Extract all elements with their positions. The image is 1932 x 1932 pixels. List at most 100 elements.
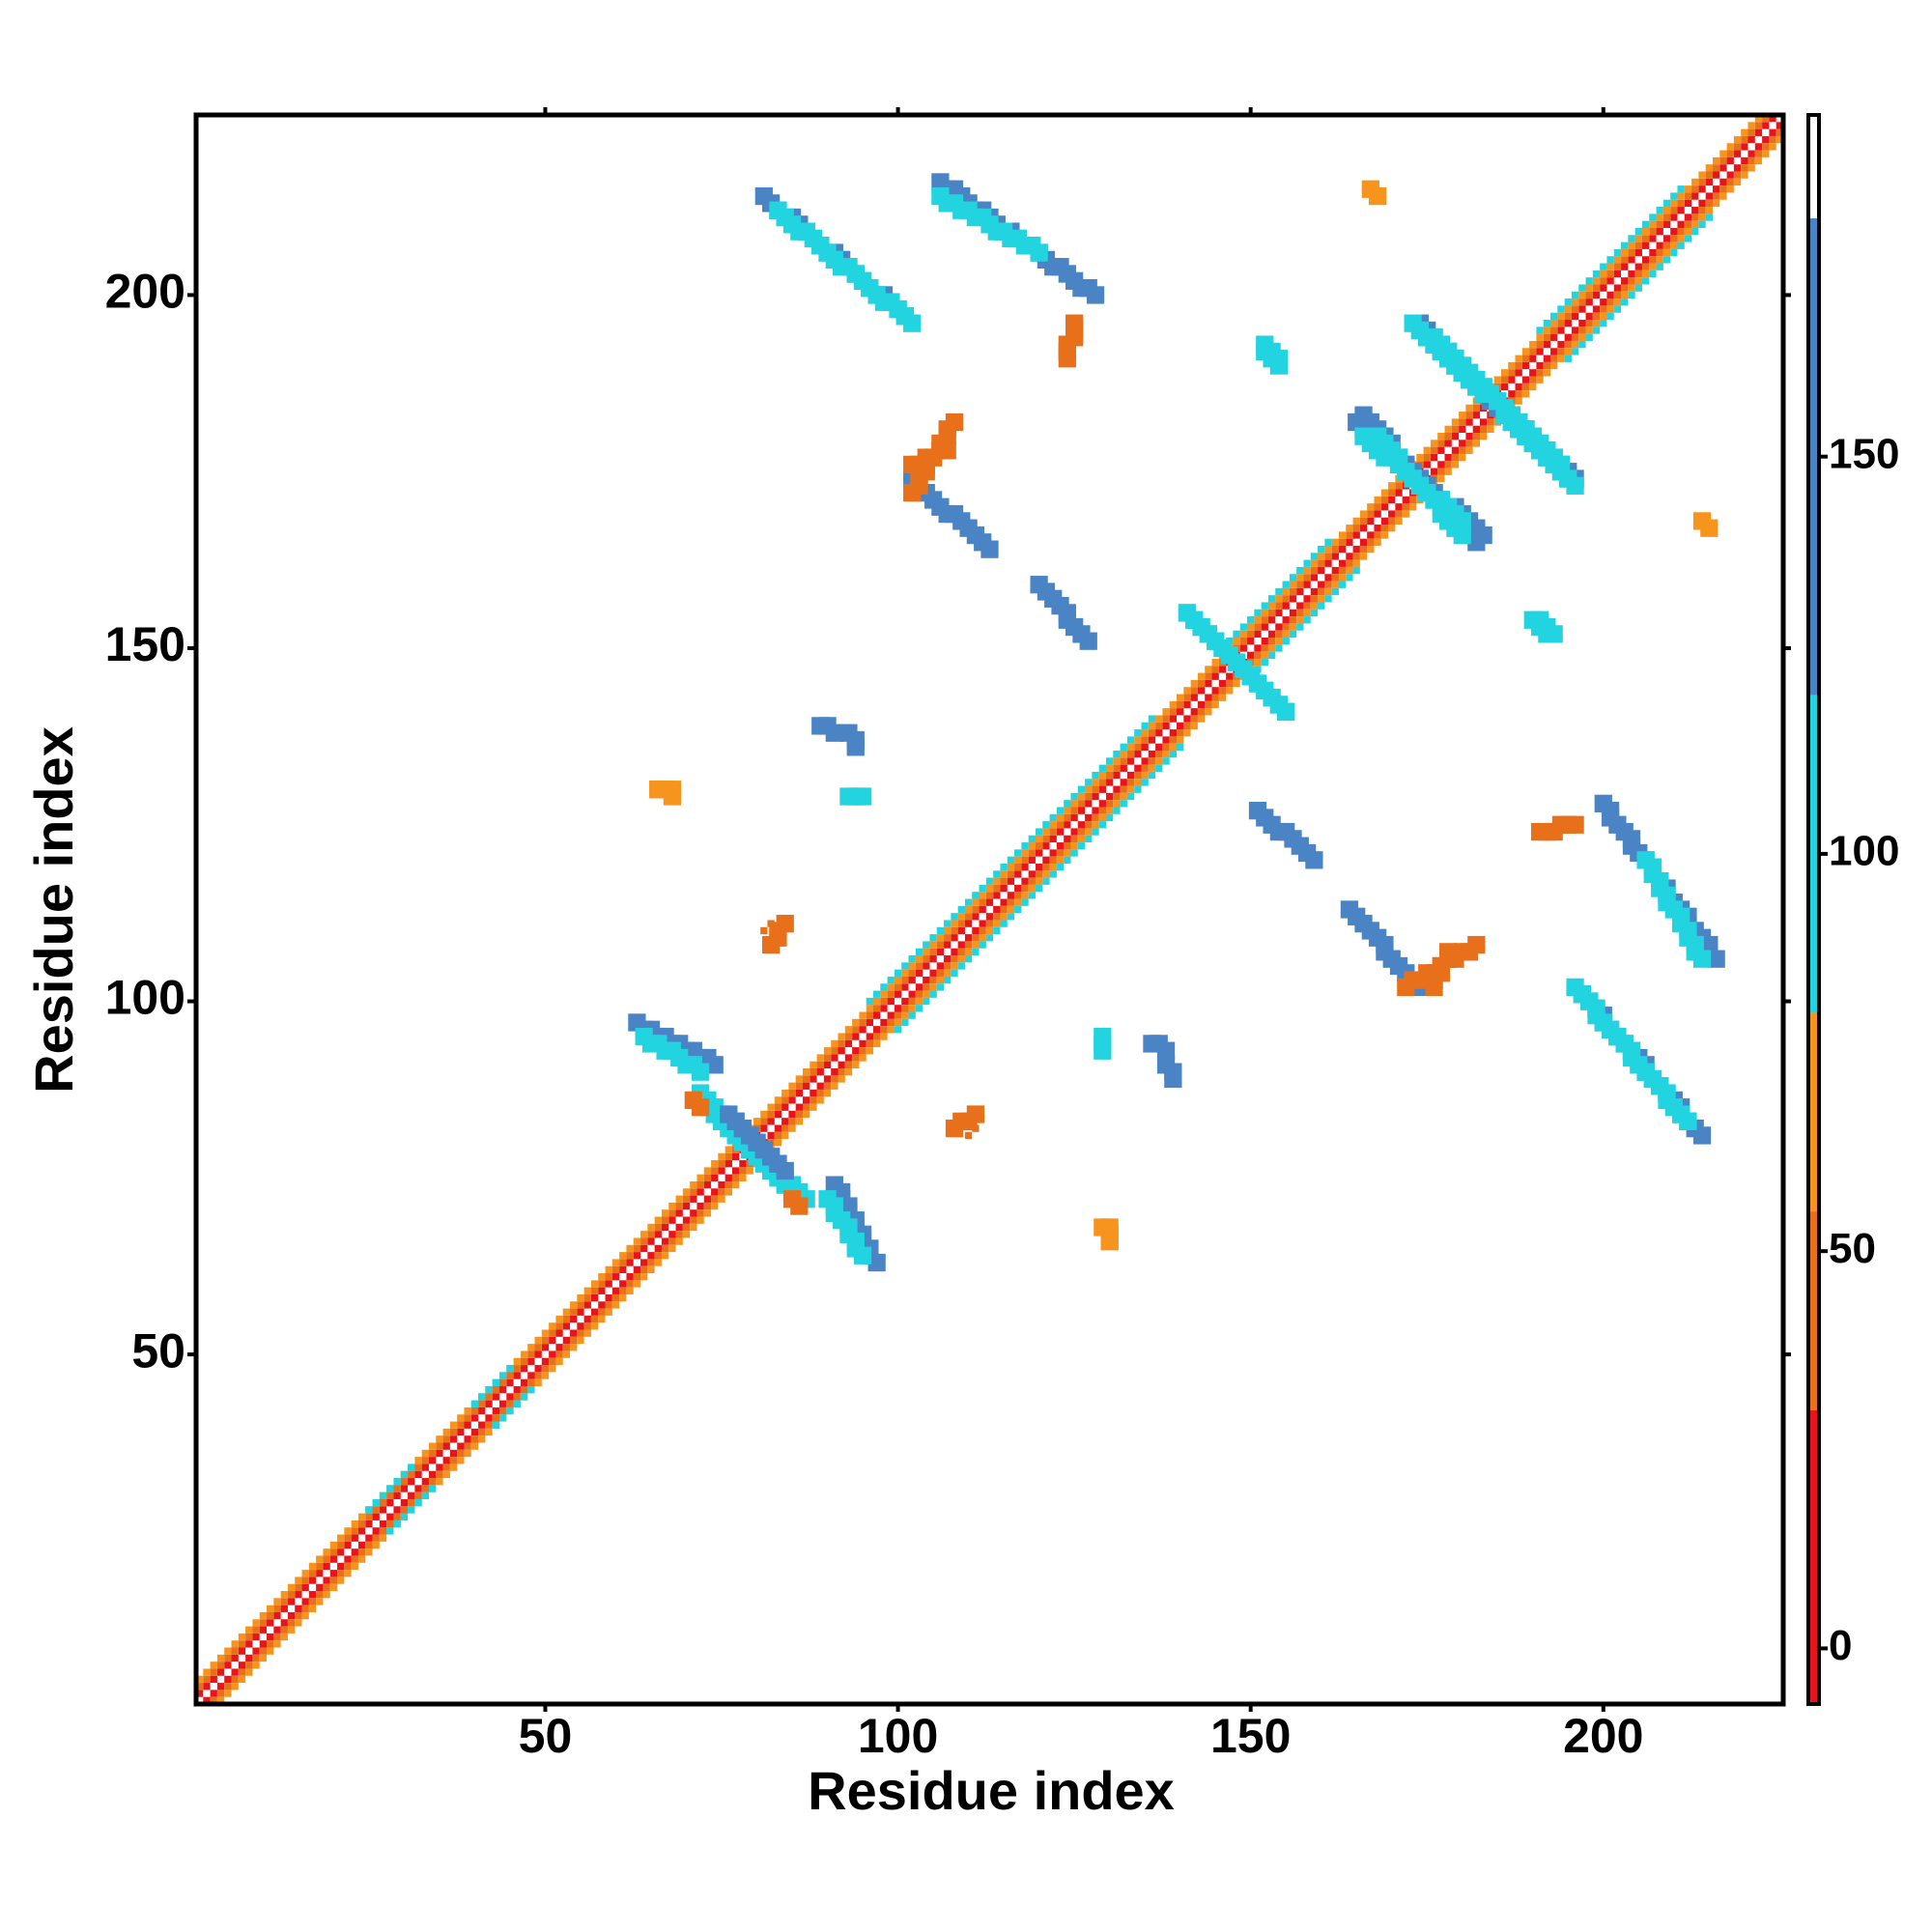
heatmap-cell bbox=[724, 1146, 732, 1153]
heatmap-cell bbox=[478, 1400, 486, 1407]
heatmap-cell bbox=[549, 1365, 556, 1373]
heatmap-cell bbox=[1190, 708, 1198, 716]
heatmap-cell bbox=[1557, 305, 1565, 313]
heatmap-cell bbox=[831, 1075, 838, 1083]
heatmap-cell bbox=[823, 1047, 832, 1055]
heatmap-cell bbox=[534, 1372, 542, 1379]
heatmap-cell bbox=[1331, 553, 1339, 560]
heatmap-cell bbox=[1367, 538, 1375, 546]
heatmap-cell bbox=[1480, 418, 1488, 426]
heatmap-cell bbox=[527, 1350, 535, 1358]
heatmap-cell bbox=[577, 1329, 584, 1337]
heatmap-cell bbox=[436, 1442, 443, 1450]
heatmap-cell bbox=[640, 1273, 648, 1281]
heatmap-cell bbox=[1105, 757, 1114, 765]
heatmap-cell bbox=[901, 997, 909, 1006]
heatmap-cell bbox=[923, 997, 930, 1006]
heatmap-cell bbox=[1169, 715, 1178, 723]
heatmap-cell bbox=[1493, 376, 1501, 384]
heatmap-cell bbox=[1613, 291, 1622, 299]
heatmap-cell bbox=[534, 1350, 542, 1358]
heatmap-cell bbox=[562, 1308, 571, 1316]
heatmap-cell bbox=[1684, 185, 1692, 193]
heatmap-cell bbox=[696, 1216, 704, 1224]
heatmap-cell bbox=[1634, 242, 1642, 249]
heatmap-cell bbox=[908, 976, 916, 984]
heatmap-cell bbox=[1205, 700, 1212, 709]
heatmap-cell bbox=[901, 983, 909, 991]
heatmap-cell bbox=[1267, 651, 1276, 659]
heatmap-cell bbox=[1141, 722, 1149, 730]
heatmap-cell bbox=[964, 934, 973, 942]
heatmap-cell bbox=[1388, 489, 1396, 497]
heatmap-cell bbox=[1698, 207, 1706, 214]
heatmap-cell bbox=[1169, 736, 1178, 744]
heatmap-cell bbox=[1318, 566, 1325, 575]
heatmap-cell bbox=[1557, 327, 1565, 334]
heatmap-cell bbox=[1239, 630, 1248, 639]
heatmap-cell bbox=[344, 1555, 352, 1563]
heatmap-cell bbox=[929, 948, 937, 956]
heatmap-cell bbox=[329, 1541, 338, 1549]
heatmap-cell bbox=[1719, 150, 1727, 157]
heatmap-cell bbox=[1621, 284, 1629, 292]
heatmap-cell bbox=[1254, 623, 1262, 631]
heatmap-cell bbox=[541, 1344, 550, 1351]
heatmap-cell bbox=[1402, 503, 1409, 511]
heatmap-cell bbox=[781, 1103, 789, 1111]
heatmap-cell bbox=[1726, 185, 1734, 193]
heatmap-cell bbox=[1049, 856, 1057, 864]
heatmap-cell bbox=[224, 1647, 232, 1655]
heatmap-cell bbox=[1451, 446, 1460, 454]
heatmap-cell bbox=[308, 1570, 317, 1577]
heatmap-cell bbox=[611, 1287, 620, 1294]
heatmap-cell bbox=[972, 913, 980, 921]
heatmap-cell bbox=[295, 1611, 302, 1620]
heatmap-cell bbox=[386, 1513, 394, 1520]
heatmap-cell bbox=[436, 1449, 443, 1458]
heatmap-cell bbox=[894, 1011, 902, 1019]
heatmap-cell bbox=[1346, 525, 1353, 532]
heatmap-cell bbox=[795, 1110, 803, 1119]
heatmap-cell bbox=[1733, 178, 1742, 186]
heatmap-cell bbox=[295, 1591, 302, 1599]
heatmap-cell bbox=[555, 1357, 563, 1366]
heatmap-cell bbox=[1113, 807, 1121, 814]
heatmap-cell bbox=[1691, 185, 1699, 193]
heatmap-cell bbox=[1134, 751, 1142, 758]
heatmap-cell bbox=[379, 1520, 387, 1528]
heatmap-cell bbox=[1662, 248, 1671, 257]
heatmap-cell bbox=[831, 1039, 838, 1048]
heatmap-cell bbox=[527, 1372, 535, 1379]
heatmap-cell bbox=[428, 1442, 437, 1450]
heatmap-cell bbox=[492, 1406, 499, 1415]
heatmap-cell bbox=[1035, 863, 1043, 871]
colorbar-tick-label: 150 bbox=[1829, 430, 1899, 477]
heatmap-cell bbox=[273, 1605, 281, 1612]
heatmap-cell bbox=[1564, 355, 1572, 362]
heatmap-cell bbox=[1113, 764, 1121, 772]
heatmap-cell bbox=[611, 1259, 620, 1266]
heatmap-cell bbox=[1352, 566, 1360, 575]
heatmap-cell bbox=[1352, 545, 1360, 554]
heatmap-cell bbox=[337, 1548, 345, 1556]
heatmap-cell bbox=[1000, 863, 1008, 871]
heatmap-cell bbox=[224, 1690, 232, 1697]
heatmap-cell bbox=[1141, 771, 1149, 780]
heatmap-cell bbox=[1310, 602, 1319, 610]
heatmap-cell bbox=[1155, 722, 1163, 730]
heatmap-cell bbox=[329, 1570, 338, 1577]
heatmap-cell bbox=[1021, 856, 1029, 864]
heatmap-cell bbox=[1056, 821, 1065, 829]
y-tick-label: 200 bbox=[105, 265, 185, 319]
heatmap-cell bbox=[1177, 729, 1184, 737]
heatmap-cell bbox=[259, 1619, 268, 1627]
heatmap-cell bbox=[816, 1082, 824, 1090]
heatmap-cell bbox=[393, 1520, 401, 1528]
heatmap-cell bbox=[1070, 807, 1078, 814]
heatmap-cell bbox=[210, 1668, 217, 1676]
heatmap-cell bbox=[1028, 835, 1036, 843]
heatmap-cell bbox=[1641, 242, 1650, 249]
heatmap-cell bbox=[1444, 433, 1452, 440]
heatmap-cell bbox=[1126, 743, 1135, 751]
